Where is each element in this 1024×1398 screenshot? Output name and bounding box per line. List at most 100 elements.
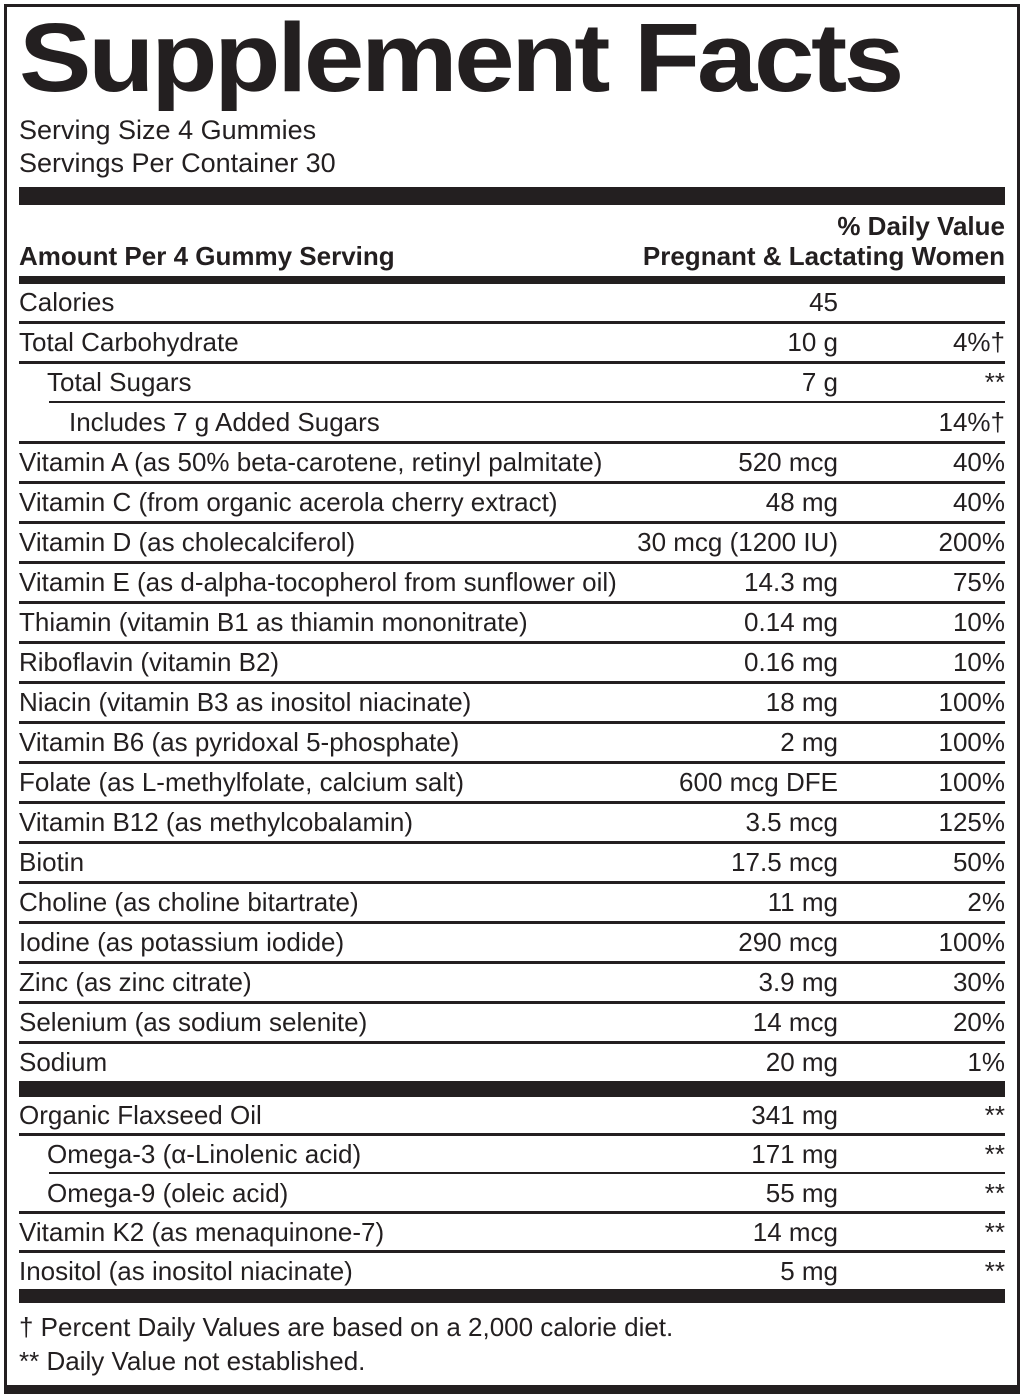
row-divider [19, 600, 1005, 604]
nutrient-name: Vitamin C (from organic acerola cherry e… [19, 486, 558, 517]
row-divider [19, 1249, 1005, 1253]
nutrient-daily-value: 4%† [952, 326, 1005, 357]
row-divider [49, 400, 1005, 403]
servings-per-container-line: Servings Per Container 30 [19, 147, 336, 178]
nutrient-name: Total Sugars [47, 366, 192, 397]
row-divider [19, 480, 1005, 484]
nutrient-amount: 0.14 mg [744, 606, 838, 637]
nutrient-row: Vitamin B6 (as pyridoxal 5-phosphate) 2 … [19, 724, 1005, 761]
nutrient-amount: 2 mg [780, 726, 838, 757]
column-header-row: Amount Per 4 Gummy Serving Pregnant & La… [19, 241, 1005, 271]
row-divider [19, 560, 1005, 564]
nutrient-row: Sodium 20 mg 1% [19, 1044, 1005, 1081]
nutrient-row: Includes 7 g Added Sugars 14%† [19, 404, 1005, 441]
row-divider [19, 760, 1005, 764]
nutrient-amount: 600 mcg DFE [679, 766, 838, 797]
nutrient-amount: 20 mg [765, 1046, 838, 1077]
nutrient-daily-value: 100% [938, 766, 1006, 797]
nutrient-name: Selenium (as sodium selenite) [19, 1006, 368, 1037]
nutrient-name: Iodine (as potassium iodide) [19, 926, 345, 957]
nutrient-row: Organic Flaxseed Oil 341 mg ** [19, 1097, 1005, 1133]
nutrient-daily-value: 40% [952, 446, 1005, 477]
footnotes: † Percent Daily Values are based on a 2,… [19, 1310, 1005, 1378]
row-divider [19, 880, 1005, 884]
nutrient-daily-value: 14%† [938, 406, 1006, 437]
nutrient-daily-value: ** [984, 1177, 1005, 1208]
nutrient-daily-value: 1% [967, 1046, 1005, 1077]
row-divider [19, 1210, 1005, 1214]
supplement-facts-panel: Supplement Facts Serving Size 4 Gummies … [4, 4, 1020, 1394]
nutrient-name: Omega-3 (α-Linolenic acid) [47, 1138, 362, 1169]
nutrient-daily-value: 50% [952, 846, 1005, 877]
nutrient-amount: 17.5 mcg [731, 846, 838, 877]
nutrient-name: Vitamin A (as 50% beta-carotene, retinyl… [19, 446, 603, 477]
nutrient-amount: 341 mg [751, 1099, 838, 1130]
nutrient-name: Total Carbohydrate [19, 326, 239, 357]
nutrient-name: Choline (as choline bitartrate) [19, 886, 359, 917]
row-divider [19, 1132, 1005, 1136]
nutrient-daily-value: 20% [952, 1006, 1005, 1037]
row-divider [19, 320, 1005, 324]
nutrient-row: Vitamin E (as d-alpha-tocopherol from su… [19, 564, 1005, 601]
page-title: Supplement Facts [19, 4, 904, 112]
section-bar-top [19, 186, 1005, 205]
nutrient-daily-value: ** [984, 1255, 1005, 1286]
nutrient-row: Zinc (as zinc citrate) 3.9 mg 30% [19, 964, 1005, 1001]
nutrient-row: Vitamin A (as 50% beta-carotene, retinyl… [19, 444, 1005, 481]
nutrient-amount: 3.5 mcg [745, 806, 839, 837]
nutrient-row: Omega-3 (α-Linolenic acid) 171 mg ** [19, 1136, 1005, 1172]
row-divider [19, 520, 1005, 524]
footnote-daily-value-basis: † Percent Daily Values are based on a 2,… [19, 1311, 674, 1342]
nutrient-name: Folate (as L-methylfolate, calcium salt) [19, 766, 465, 797]
nutrient-amount: 171 mg [751, 1138, 838, 1169]
row-divider [19, 920, 1005, 924]
nutrient-name: Inositol (as inositol niacinate) [19, 1255, 353, 1286]
nutrient-row: Folate (as L-methylfolate, calcium salt)… [19, 764, 1005, 801]
serving-info: Serving Size 4 Gummies Servings Per Cont… [19, 114, 1005, 180]
row-divider [19, 1040, 1005, 1044]
nutrient-daily-value: 40% [952, 486, 1005, 517]
nutrient-amount: 290 mcg [738, 926, 838, 957]
section-bar-oils [19, 1080, 1005, 1097]
nutrient-amount: 3.9 mg [758, 966, 839, 997]
nutrient-table-main: Calories 45 Total Carbohydrate 10 g 4%† … [19, 284, 1005, 1081]
nutrient-row: Total Sugars 7 g ** [19, 364, 1005, 401]
nutrient-daily-value: 10% [952, 646, 1005, 677]
nutrient-daily-value: 100% [938, 686, 1006, 717]
nutrient-amount: 7 g [801, 366, 838, 397]
nutrient-name: Niacin (vitamin B3 as inositol niacinate… [19, 686, 472, 717]
row-divider [19, 1000, 1005, 1004]
nutrient-name: Vitamin E (as d-alpha-tocopherol from su… [19, 566, 617, 597]
nutrient-name: Vitamin B6 (as pyridoxal 5-phosphate) [19, 726, 460, 757]
nutrient-daily-value: 30% [952, 966, 1005, 997]
nutrient-name: Thiamin (vitamin B1 as thiamin mononitra… [19, 606, 528, 637]
header-rule [19, 275, 1005, 284]
serving-size-line: Serving Size 4 Gummies [19, 114, 317, 145]
nutrient-amount: 55 mg [765, 1177, 838, 1208]
row-divider [19, 680, 1005, 684]
nutrient-amount: 14 mcg [752, 1006, 838, 1037]
nutrient-row: Total Carbohydrate 10 g 4%† [19, 324, 1005, 361]
nutrient-daily-value: 75% [952, 566, 1005, 597]
nutrient-row: Calories 45 [19, 284, 1005, 321]
row-divider [19, 800, 1005, 804]
nutrient-row: Omega-9 (oleic acid) 55 mg ** [19, 1175, 1005, 1211]
nutrient-daily-value: ** [984, 1216, 1005, 1247]
nutrient-name: Vitamin B12 (as methylcobalamin) [19, 806, 414, 837]
nutrient-daily-value: ** [984, 1099, 1005, 1130]
nutrient-amount: 30 mcg (1200 IU) [637, 526, 838, 557]
nutrient-amount: 5 mg [780, 1255, 838, 1286]
nutrient-amount: 520 mcg [738, 446, 838, 477]
nutrient-daily-value: 100% [938, 926, 1006, 957]
nutrient-name: Biotin [19, 846, 85, 877]
footnote-dv-not-established: ** Daily Value not established. [19, 1345, 366, 1376]
nutrient-row: Biotin 17.5 mcg 50% [19, 844, 1005, 881]
nutrient-row: Vitamin D (as cholecalciferol) 30 mcg (1… [19, 524, 1005, 561]
row-divider [19, 960, 1005, 964]
nutrient-row: Iodine (as potassium iodide) 290 mcg 100… [19, 924, 1005, 961]
nutrient-row: Vitamin K2 (as menaquinone-7) 14 mcg ** [19, 1214, 1005, 1250]
nutrient-name: Calories [19, 286, 115, 317]
column-header-daily-value-line1: % Daily Value [837, 210, 1005, 241]
row-divider [19, 720, 1005, 724]
nutrient-amount: 18 mg [765, 686, 838, 717]
